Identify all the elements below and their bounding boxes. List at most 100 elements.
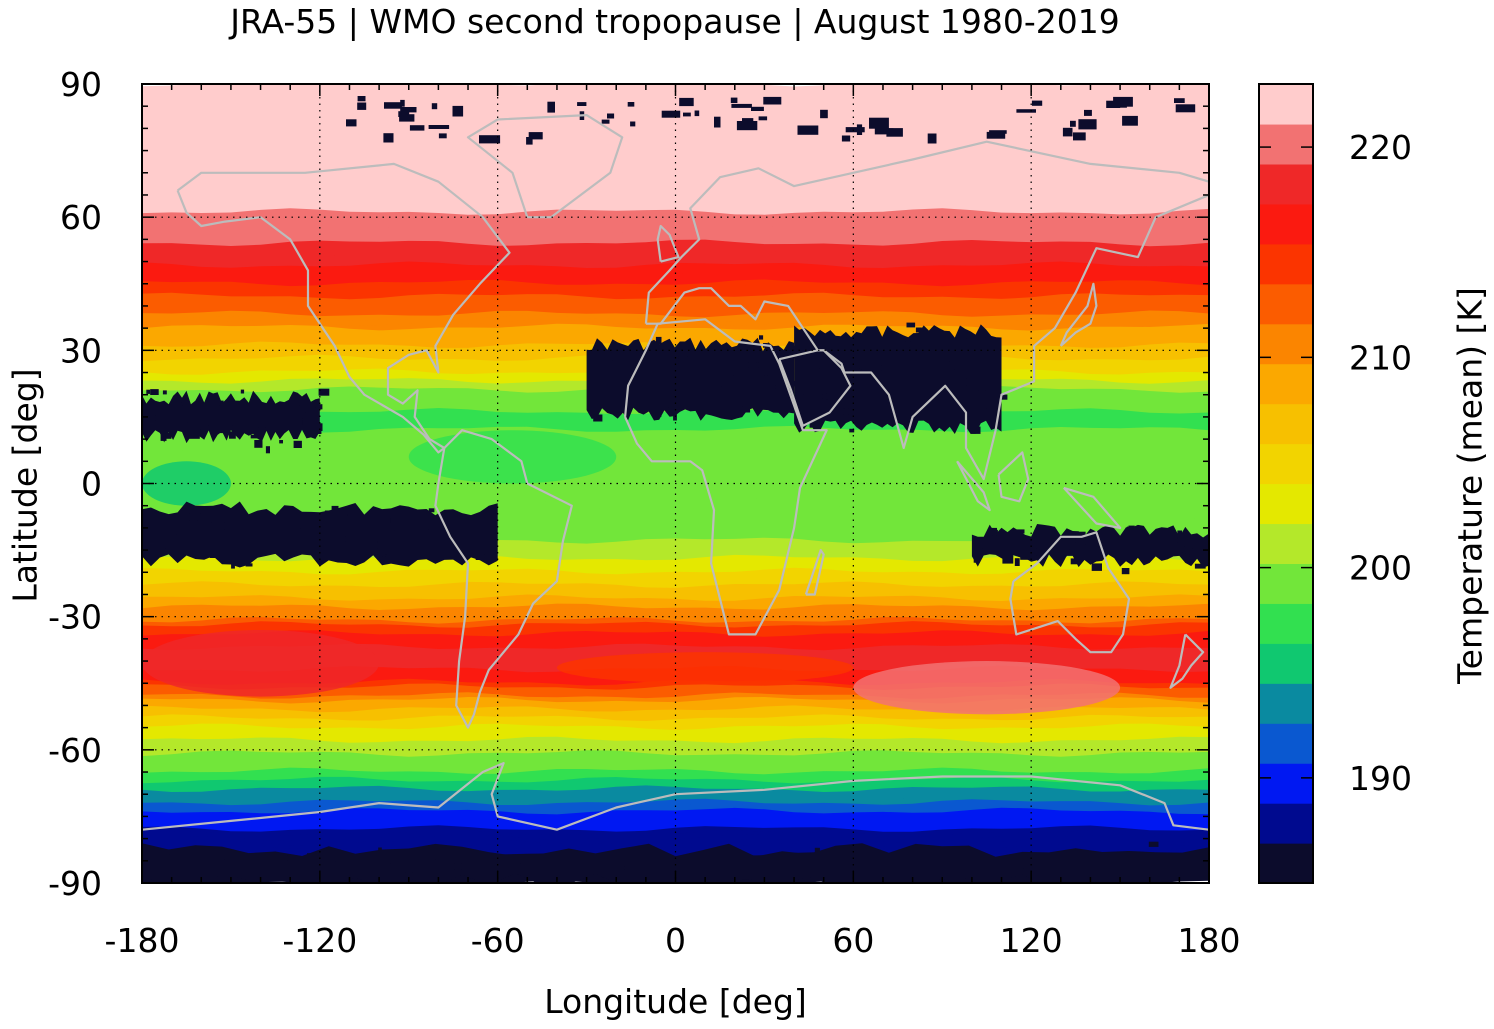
low-temp-speckle xyxy=(158,545,166,549)
field-band xyxy=(142,577,1209,590)
low-temp-speckle xyxy=(150,389,159,395)
low-temp-speckle xyxy=(180,419,188,423)
chart-title: JRA-55 | WMO second tropopause | August … xyxy=(230,2,1120,41)
low-temp-speckle xyxy=(482,856,488,863)
x-tick-label: 60 xyxy=(832,921,874,960)
low-temp-speckle xyxy=(712,358,718,366)
arctic-speckle xyxy=(383,133,394,143)
low-temp-speckle xyxy=(177,402,183,408)
x-tick-label: 180 xyxy=(1178,921,1241,960)
low-temp-speckle xyxy=(279,440,283,444)
low-temp-speckle xyxy=(775,385,781,389)
low-temp-speckle xyxy=(645,380,650,385)
low-temp-speckle xyxy=(687,355,693,362)
low-temp-speckle xyxy=(905,338,912,344)
arctic-speckle xyxy=(683,112,691,117)
field-patch xyxy=(556,652,854,684)
arctic-speckle xyxy=(452,105,464,117)
y-tick-labels: 90 60 30 0 -30 -60 -90 xyxy=(48,65,102,903)
field-band xyxy=(142,607,1209,621)
low-temp-speckle xyxy=(606,366,612,372)
arctic-speckle xyxy=(1078,119,1097,130)
field-band xyxy=(142,133,1209,147)
low-temp-speckle xyxy=(1003,533,1013,541)
x-axis-label: Longitude [deg] xyxy=(544,982,807,1021)
low-temp-speckle xyxy=(988,363,1000,371)
arctic-speckle xyxy=(607,113,615,119)
low-temp-speckle xyxy=(619,350,628,359)
low-temp-speckle xyxy=(361,866,367,870)
arctic-speckle xyxy=(986,131,1006,139)
low-temp-speckle xyxy=(970,426,981,434)
low-temp-speckle xyxy=(403,549,414,557)
arctic-speckle xyxy=(874,128,894,135)
field-band xyxy=(142,128,1209,142)
field-band xyxy=(142,790,1209,803)
colorbar-segment xyxy=(1259,243,1313,285)
low-temp-speckle xyxy=(329,871,337,879)
low-temp-speckle xyxy=(700,372,705,378)
arctic-speckle xyxy=(357,96,366,102)
axis-ticks xyxy=(141,83,1210,884)
low-temp-speckle xyxy=(843,408,849,415)
colorbar-segment xyxy=(1259,323,1313,365)
low-temp-speckle xyxy=(212,426,223,434)
low-temp-speckle xyxy=(713,381,722,387)
low-temp-speckle xyxy=(1185,548,1193,555)
low-temp-speckle xyxy=(197,516,209,524)
low-temp-speckle xyxy=(827,397,834,404)
low-temp-region xyxy=(971,524,1209,568)
low-temp-speckle xyxy=(924,379,935,384)
low-temp-speckle xyxy=(973,558,980,563)
low-temp-speckle xyxy=(422,521,431,529)
field-band xyxy=(142,470,1209,484)
arctic-speckle xyxy=(886,128,903,137)
low-temp-speckle xyxy=(889,354,894,359)
arctic-speckle xyxy=(398,111,410,117)
low-temp-speckle xyxy=(956,338,967,345)
low-temp-speckle xyxy=(905,341,911,348)
low-temp-speckle xyxy=(189,513,201,521)
low-temp-speckle xyxy=(655,413,662,417)
low-temp-speckle xyxy=(764,375,768,383)
y-tick-label: 60 xyxy=(60,198,102,237)
arctic-speckle xyxy=(630,121,636,127)
low-temp-speckle xyxy=(822,393,833,400)
low-temp-speckle xyxy=(224,855,233,860)
colorbar-segment xyxy=(1259,483,1313,525)
low-temp-speckle xyxy=(275,408,283,412)
low-temp-speckle xyxy=(725,380,731,384)
colorbar-tick-labels: 190 200 210 220 xyxy=(1349,128,1412,798)
low-temp-speckle xyxy=(185,877,191,883)
colorbar-tick-label: 200 xyxy=(1349,549,1412,588)
arctic-speckle xyxy=(820,109,828,119)
low-temp-speckle xyxy=(1015,529,1025,534)
low-temp-speckle xyxy=(216,405,220,413)
low-temp-speckle xyxy=(759,335,764,340)
coastline-path xyxy=(434,429,573,729)
arctic-speckle xyxy=(841,135,851,142)
arctic-speckle xyxy=(1113,96,1133,107)
field-band xyxy=(142,190,1209,204)
low-temp-speckle xyxy=(1142,537,1146,542)
colorbar-segment xyxy=(1259,763,1313,804)
low-temp-speckle xyxy=(331,505,339,514)
low-temp-speckle xyxy=(1194,563,1206,569)
low-temp-speckle xyxy=(676,353,684,359)
low-temp-speckle xyxy=(748,362,759,368)
low-temp-speckle xyxy=(390,517,398,525)
field-patch xyxy=(142,461,231,506)
field-band xyxy=(142,581,1209,595)
coastline-path xyxy=(466,114,624,219)
colorbar-segment xyxy=(1259,84,1313,125)
x-tick-label: 0 xyxy=(665,921,686,960)
arctic-speckle xyxy=(346,119,357,127)
arctic-speckle xyxy=(763,96,782,105)
low-temp-speckle xyxy=(264,533,270,538)
field-band xyxy=(142,647,1209,661)
low-temp-speckle xyxy=(859,363,864,370)
low-temp-speckle xyxy=(173,411,183,416)
colorbar-tick-label: 190 xyxy=(1349,759,1412,798)
low-temp-speckle xyxy=(662,405,667,410)
low-temp-speckle xyxy=(732,405,743,411)
